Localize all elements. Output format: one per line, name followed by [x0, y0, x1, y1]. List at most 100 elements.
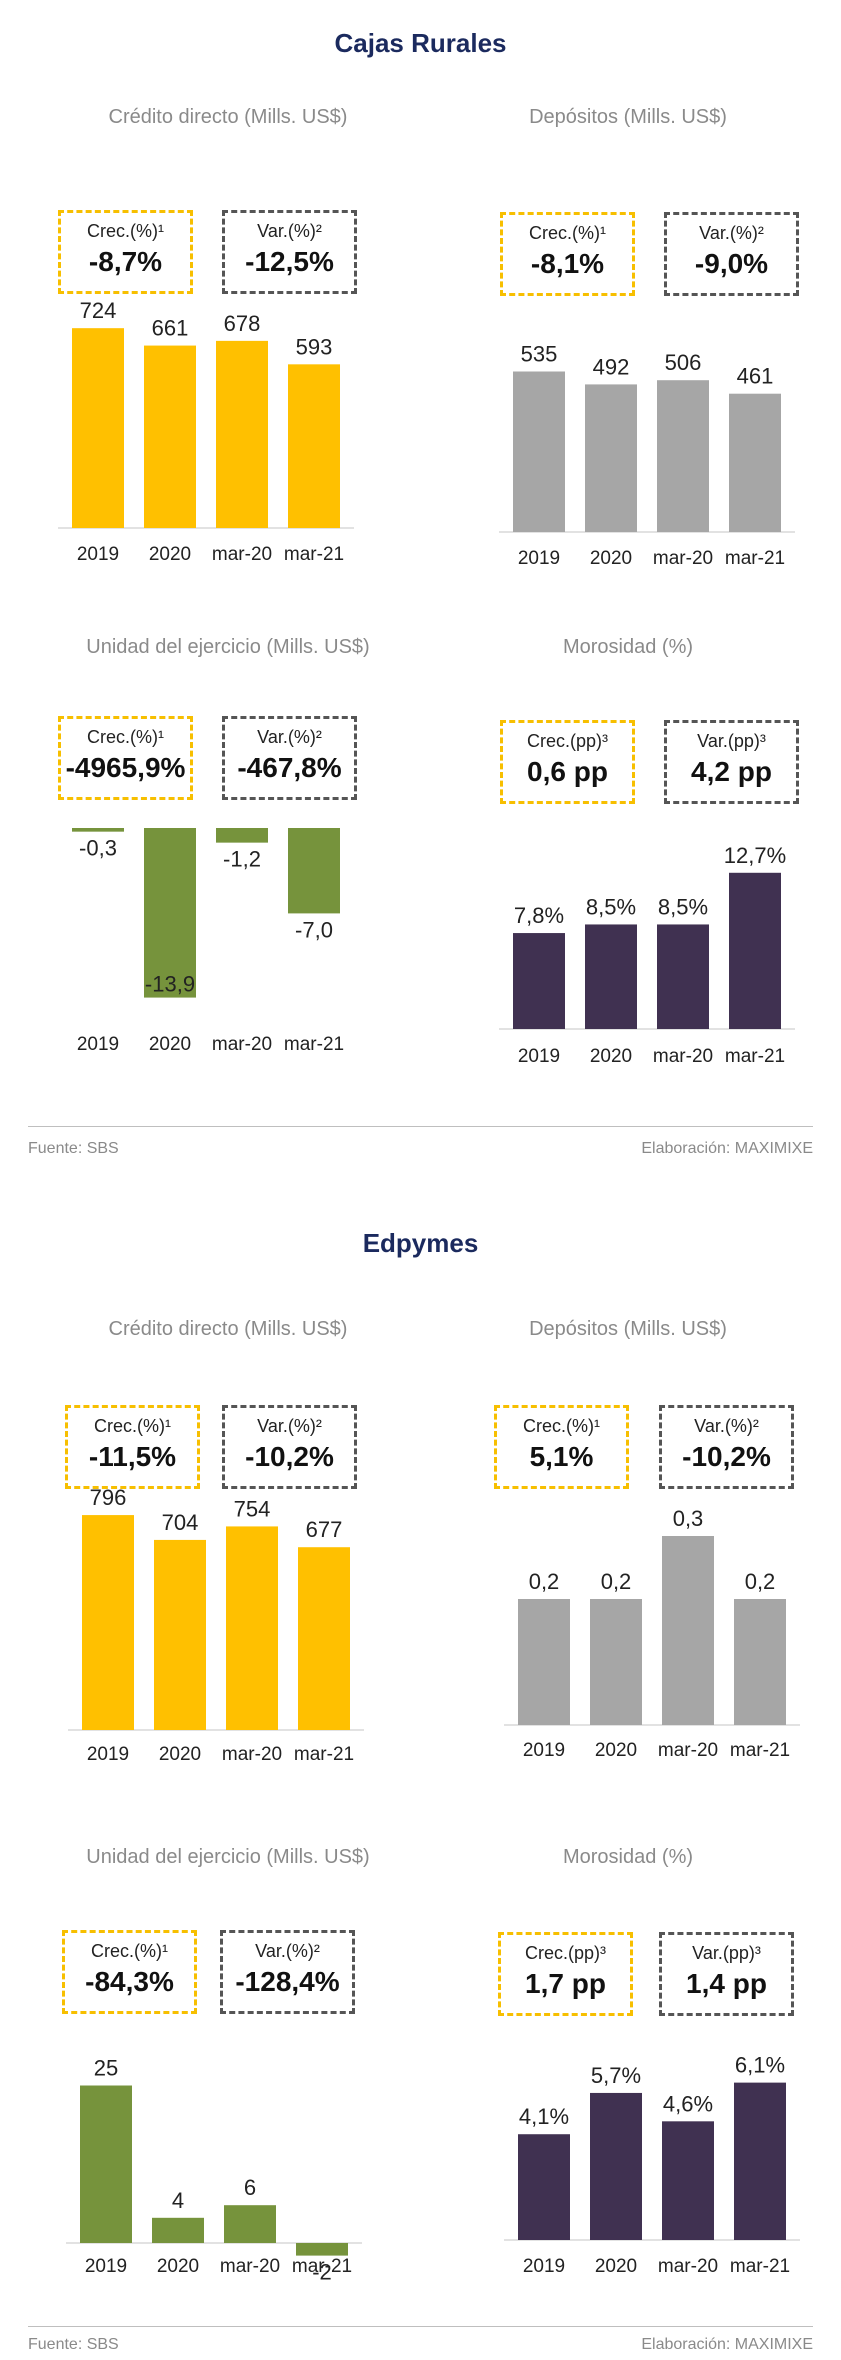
category-label: mar-20	[212, 544, 272, 565]
bar	[144, 345, 196, 528]
source-note: Fuente: SBS	[28, 1140, 119, 1157]
bar	[734, 1599, 786, 1725]
bar	[82, 1515, 134, 1730]
var-label: Var.(%)²	[257, 1416, 322, 1436]
var-label: Var.(%)²	[257, 221, 322, 241]
chart-title-depositos-edpymes: Depósitos (Mills. US$)	[529, 1318, 727, 1340]
category-label: 2020	[157, 2256, 199, 2277]
crec-label: Crec.(%)¹	[94, 1416, 171, 1436]
data-label: 6	[244, 2175, 256, 2200]
category-label: 2019	[77, 544, 119, 565]
bar	[226, 1526, 278, 1730]
crec-value: -11,5%	[88, 1441, 177, 1472]
crec-value: -84,3%	[85, 1966, 174, 1997]
data-label: 25	[94, 2056, 118, 2081]
category-label: mar-20	[220, 2256, 280, 2277]
data-label: 0,2	[529, 1569, 560, 1594]
chart-title-credito-cajas: Crédito directo (Mills. US$)	[108, 106, 348, 128]
crec-box-morosidad-edpymes: Crec.(pp)³ 1,7 pp	[498, 1932, 633, 2016]
bar	[657, 924, 709, 1029]
crec-box-credito-cajas: Crec.(%)¹ -8,7%	[58, 210, 193, 294]
bar	[298, 1547, 350, 1730]
crec-value: 1,7 pp	[525, 1968, 606, 1999]
crec-box-unidad-edpymes: Crec.(%)¹ -84,3%	[62, 1930, 197, 2014]
category-label: mar-21	[292, 2256, 352, 2277]
bar	[216, 828, 268, 843]
data-label: 12,7%	[724, 843, 786, 868]
bar	[80, 2085, 132, 2243]
bar	[662, 1536, 714, 1725]
data-label: 661	[152, 316, 189, 341]
crec-value: 0,6 pp	[527, 756, 608, 787]
bar	[729, 393, 781, 532]
var-value: -467,8%	[237, 752, 342, 783]
bar	[72, 828, 124, 832]
category-label: 2020	[149, 544, 191, 565]
crec-label: Crec.(%)¹	[529, 223, 606, 243]
bar	[729, 872, 781, 1029]
footer-divider	[28, 1126, 813, 1127]
data-label: 535	[521, 342, 558, 367]
section-title-edpymes: Edpymes	[362, 1228, 479, 1258]
category-label: 2019	[523, 2256, 565, 2277]
category-label: mar-20	[653, 1046, 713, 1067]
var-value: -9,0%	[694, 248, 769, 279]
data-label: 724	[80, 298, 117, 323]
chart-title-unidad-cajas: Unidad del ejercicio (Mills. US$)	[86, 636, 370, 658]
data-label: 678	[224, 311, 261, 336]
data-label: -13,9	[145, 972, 195, 997]
bar	[154, 1539, 206, 1730]
crec-label: Crec.(%)¹	[87, 727, 164, 747]
credit-note: Elaboración: MAXIMIXE	[641, 1140, 813, 1157]
category-label: mar-21	[730, 2256, 790, 2277]
bar	[662, 2121, 714, 2240]
crec-label: Crec.(pp)³	[526, 731, 608, 751]
var-box-morosidad-cajas: Var.(pp)³ 4,2 pp	[664, 720, 799, 804]
data-label: 6,1%	[735, 2053, 785, 2078]
data-label: 506	[665, 350, 702, 375]
bar	[657, 380, 709, 532]
bar	[518, 1599, 570, 1725]
data-label: 4	[172, 2188, 184, 2213]
bar	[152, 2217, 204, 2243]
data-label: 796	[90, 1485, 127, 1510]
data-label: -7,0	[295, 917, 333, 942]
bar	[72, 328, 124, 528]
crec-box-depositos-edpymes: Crec.(%)¹ 5,1%	[494, 1405, 629, 1489]
category-label: mar-20	[658, 2256, 718, 2277]
crec-label: Crec.(%)¹	[523, 1416, 600, 1436]
bar	[216, 340, 268, 528]
chart-title-credito-edpymes: Crédito directo (Mills. US$)	[108, 1318, 348, 1340]
data-label: -1,2	[223, 847, 261, 872]
category-label: 2019	[87, 1744, 129, 1765]
footer-divider	[28, 2326, 813, 2327]
crec-box-unidad-cajas: Crec.(%)¹ -4965,9%	[58, 716, 193, 800]
data-label: 593	[296, 334, 333, 359]
category-label: mar-21	[730, 1740, 790, 1761]
crec-value: -8,1%	[530, 248, 605, 279]
crec-box-credito-edpymes: Crec.(%)¹ -11,5%	[65, 1405, 200, 1489]
category-label: mar-20	[658, 1740, 718, 1761]
var-label: Var.(%)²	[257, 727, 322, 747]
credit-note: Elaboración: MAXIMIXE	[641, 2336, 813, 2353]
category-label: mar-21	[284, 1034, 344, 1055]
category-label: mar-20	[222, 1744, 282, 1765]
category-label: mar-21	[294, 1744, 354, 1765]
var-label: Var.(%)²	[255, 1941, 320, 1961]
bar	[288, 364, 340, 528]
data-label: 754	[234, 1496, 271, 1521]
bar	[590, 1599, 642, 1725]
data-label: 704	[162, 1510, 199, 1535]
chart-title-morosidad-cajas: Morosidad (%)	[562, 636, 694, 658]
var-label: Var.(pp)³	[692, 1943, 761, 1963]
chart-title-depositos-cajas: Depósitos (Mills. US$)	[529, 106, 727, 128]
crec-value: -8,7%	[88, 246, 163, 277]
var-value: 1,4 pp	[686, 1968, 767, 1999]
